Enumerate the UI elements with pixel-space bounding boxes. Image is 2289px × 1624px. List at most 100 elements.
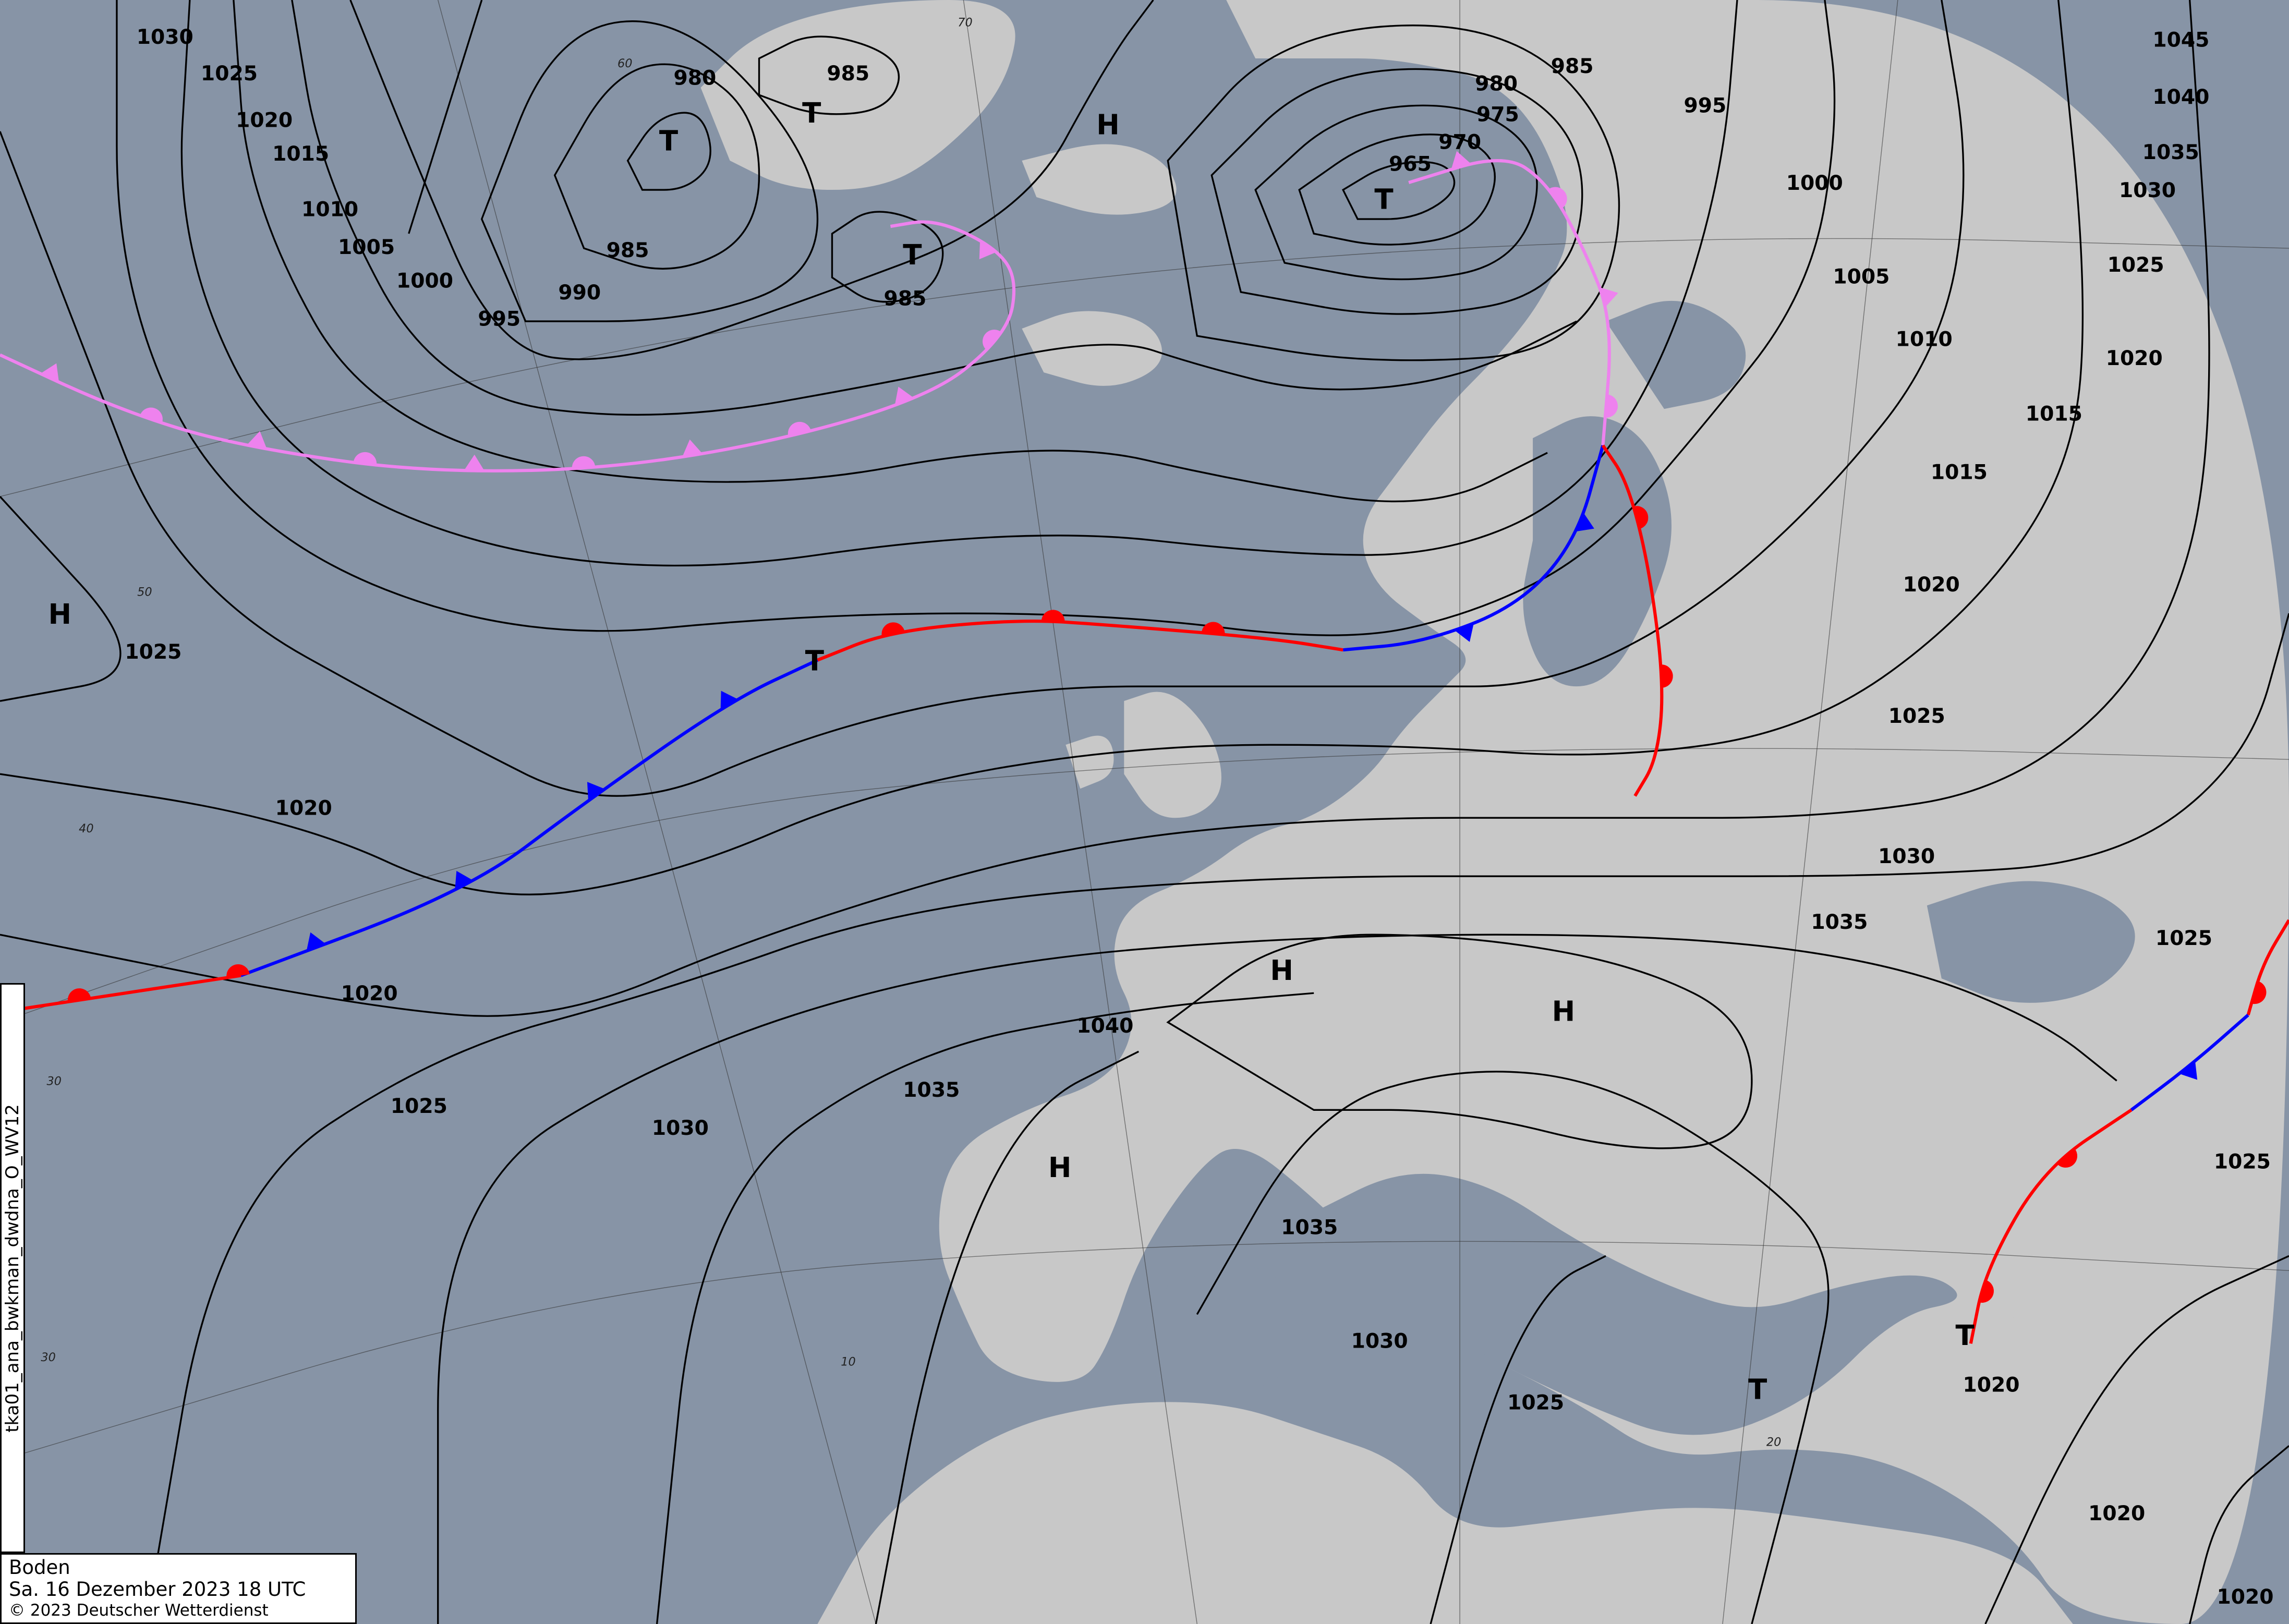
graticule-line <box>438 0 877 1624</box>
datetime-label: Sa. 16 Dezember 2023 18 UTC <box>9 1578 306 1601</box>
cold-front-triangle <box>464 454 485 471</box>
isobar-label: 1005 <box>338 236 395 259</box>
isobar-line <box>0 495 122 702</box>
warm-front-semicircle <box>572 456 596 469</box>
low-pressure-center: T <box>802 97 821 129</box>
land-masses <box>700 0 2289 1624</box>
warm-front-symbol <box>1979 1280 1994 1303</box>
isobar-label: 995 <box>1684 94 1726 118</box>
sea-area <box>1927 881 2135 1003</box>
warm-front-semicircle <box>1201 622 1225 635</box>
isobar-label: 1030 <box>2119 179 2176 202</box>
isobar-line <box>656 992 1314 1624</box>
warm-front-semicircle <box>2251 981 2267 1004</box>
product-id-strip: tka01_ana_bwkman_dwdna_O_WV12 <box>0 983 25 1553</box>
isobar-label: 985 <box>1551 55 1594 78</box>
isobar-label: 1035 <box>2142 141 2199 164</box>
isobar-label: 1025 <box>201 62 258 86</box>
isobar-label: 1045 <box>2152 29 2209 52</box>
warm-front-semicircle <box>881 622 905 637</box>
cold-front-symbol <box>587 782 605 801</box>
isobar-line <box>349 0 1154 360</box>
high-pressure-center: H <box>1048 1152 1072 1184</box>
pressure-centers: H H T T T T T H H H T T <box>49 97 1975 1406</box>
occluded-front-symbol <box>247 431 267 449</box>
land-area <box>1124 692 1221 818</box>
fronts <box>0 151 2289 1344</box>
isobar-line <box>831 211 944 303</box>
warm-front-semicircle <box>1633 506 1649 529</box>
isobar-label: 990 <box>558 281 601 305</box>
occluded-front-symbol <box>983 330 1002 350</box>
warm-front-semicircle <box>67 988 91 1002</box>
isobar-label: 1020 <box>1903 573 1960 597</box>
graticule-line <box>1722 0 1898 1624</box>
cold-front-triangle <box>455 870 473 890</box>
land-area <box>939 0 2289 1624</box>
isobar-label: 965 <box>1389 153 1432 176</box>
isobar-label: 1035 <box>1811 911 1868 934</box>
isobar-label: 1035 <box>903 1078 960 1102</box>
low-pressure-center: T <box>1748 1374 1767 1406</box>
isobar-label: 1020 <box>1963 1374 2019 1397</box>
isobar-label: 1000 <box>396 270 453 293</box>
warm-front-semicircle <box>788 421 811 437</box>
copyright-label: © 2023 Deutscher Wetterdienst <box>9 1601 269 1620</box>
isobar-label: 1000 <box>1786 172 1843 195</box>
cold-front-triangle <box>306 932 326 951</box>
cold-front-triangle <box>1455 623 1474 642</box>
isobar-line <box>145 613 2289 1624</box>
isobar-label: 1010 <box>1896 328 1953 352</box>
isobar-line <box>1196 1071 1830 1624</box>
occluded-front <box>1408 159 1611 446</box>
isobar-label: 1025 <box>1507 1391 1564 1414</box>
isobar-label: 1030 <box>137 26 193 49</box>
land-area <box>1022 311 1162 386</box>
warm-front-symbol <box>67 988 91 1002</box>
cold-front-triangle <box>1600 287 1618 307</box>
cold-front <box>2130 1013 2249 1111</box>
isobar-label: 1030 <box>1878 845 1935 868</box>
isobar-label: 1025 <box>2155 927 2212 950</box>
cold-front-triangle <box>894 386 914 406</box>
isobar-label: 1015 <box>2026 402 2082 426</box>
high-pressure-center: H <box>49 598 72 631</box>
sea-area <box>1314 1173 1957 1435</box>
warm-front <box>1969 1108 2133 1344</box>
isobar-label: 1025 <box>2214 1150 2271 1173</box>
occluded-front-symbol <box>1600 287 1618 307</box>
isobar-line <box>233 0 1548 503</box>
isobar-line <box>1166 934 1753 1149</box>
high-pressure-center: H <box>1552 995 1576 1027</box>
warm-front-symbol <box>2251 981 2267 1004</box>
low-pressure-center: T <box>1955 1319 1974 1352</box>
sea-area <box>1606 300 1746 409</box>
cold-front-triangle <box>1575 513 1594 532</box>
high-pressure-center: H <box>1096 109 1120 141</box>
occluded-front-symbol <box>979 240 997 260</box>
isobar-line <box>0 0 2084 895</box>
warm-front-semicircle <box>983 330 1002 350</box>
latitude-label: 20 <box>1766 1435 1781 1449</box>
isobar-line <box>1298 134 1496 246</box>
isobar-line <box>116 0 1836 636</box>
isobar-line <box>180 0 1738 567</box>
cold-front-triangle <box>979 240 997 260</box>
isobar-label: 975 <box>1476 103 1519 126</box>
low-pressure-center: T <box>1374 183 1393 215</box>
cold-front-triangle <box>682 439 703 457</box>
graticule-line <box>0 1241 2289 1461</box>
isobar-line <box>553 63 760 270</box>
latitude-label: 10 <box>841 1355 855 1368</box>
warm-front-symbol <box>1041 610 1065 622</box>
map-legend: Boden Sa. 16 Dezember 2023 18 UTC © 2023… <box>0 1553 357 1624</box>
latitude-label: 60 <box>617 57 632 70</box>
isobar-label: 1025 <box>391 1095 447 1118</box>
warm-front-symbol <box>1633 506 1649 529</box>
isobar-line <box>875 1050 1140 1624</box>
isobar-label: 985 <box>884 287 927 310</box>
warm-front-semicircle <box>140 407 163 423</box>
isobar-label: 1025 <box>125 640 181 664</box>
occluded-front-symbol <box>1605 394 1618 418</box>
